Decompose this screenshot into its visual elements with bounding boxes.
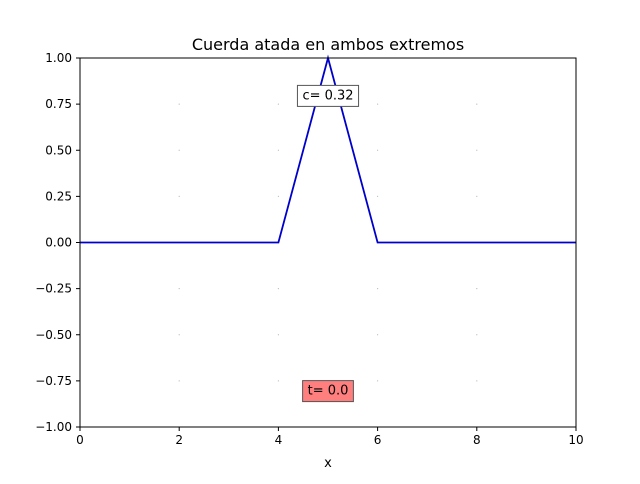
grid-dot bbox=[377, 149, 379, 151]
y-tick-label: −1.00 bbox=[35, 420, 72, 434]
grid-dot bbox=[178, 103, 180, 105]
x-tick-label: 4 bbox=[275, 433, 283, 447]
grid-dot bbox=[277, 195, 279, 197]
chart-title: Cuerda atada en ambos extremos bbox=[192, 35, 464, 54]
y-axis-ticks: 1.00 0.75 0.50 0.25 0.00 −0.25 −0.50 −0.75 −1.00 bbox=[35, 51, 80, 434]
y-tick-label: 0.50 bbox=[45, 143, 72, 157]
grid-dot bbox=[476, 334, 478, 336]
y-tick-label: −0.25 bbox=[35, 282, 72, 296]
x-tick-label: 8 bbox=[473, 433, 481, 447]
x-axis-label: x bbox=[324, 456, 332, 471]
grid-dot bbox=[377, 380, 379, 382]
annotation-text: c= 0.32 bbox=[302, 88, 353, 103]
annotation-background bbox=[302, 380, 354, 403]
grid-dot bbox=[377, 334, 379, 336]
annotation-background bbox=[296, 84, 360, 107]
grid-dot bbox=[476, 288, 478, 290]
grid-dot bbox=[277, 103, 279, 105]
y-tick-label: −0.50 bbox=[35, 328, 72, 342]
y-tick-label: 1.00 bbox=[45, 51, 72, 65]
grid-dot bbox=[277, 380, 279, 382]
grid-dot bbox=[277, 149, 279, 151]
grid-dot bbox=[377, 288, 379, 290]
grid-dot bbox=[277, 334, 279, 336]
y-tick-label: 0.00 bbox=[45, 236, 72, 250]
grid-dot bbox=[377, 103, 379, 105]
y-tick-label: 0.75 bbox=[45, 97, 72, 111]
grid-dot bbox=[476, 195, 478, 197]
x-tick-label: 2 bbox=[175, 433, 183, 447]
grid-dot bbox=[476, 149, 478, 151]
grid-dot bbox=[178, 195, 180, 197]
y-tick-label: 0.25 bbox=[45, 189, 72, 203]
grid-dot bbox=[178, 288, 180, 290]
grid bbox=[178, 103, 478, 382]
grid-dot bbox=[178, 149, 180, 151]
annotation-box: c= 0.32 bbox=[296, 84, 360, 107]
x-tick-label: 10 bbox=[568, 433, 583, 447]
grid-dot bbox=[476, 103, 478, 105]
annotation-text: t= 0.0 bbox=[308, 384, 349, 399]
x-axis-ticks: 0 2 4 6 8 10 bbox=[76, 427, 584, 447]
y-tick-label: −0.75 bbox=[35, 374, 72, 388]
grid-dot bbox=[476, 380, 478, 382]
grid-dot bbox=[178, 380, 180, 382]
grid-dot bbox=[178, 334, 180, 336]
x-tick-label: 6 bbox=[374, 433, 382, 447]
annotation-box: t= 0.0 bbox=[302, 380, 354, 403]
x-tick-label: 0 bbox=[76, 433, 84, 447]
annotations: c= 0.32 t= 0.0 bbox=[296, 84, 360, 403]
grid-dot bbox=[277, 288, 279, 290]
grid-dot bbox=[377, 195, 379, 197]
